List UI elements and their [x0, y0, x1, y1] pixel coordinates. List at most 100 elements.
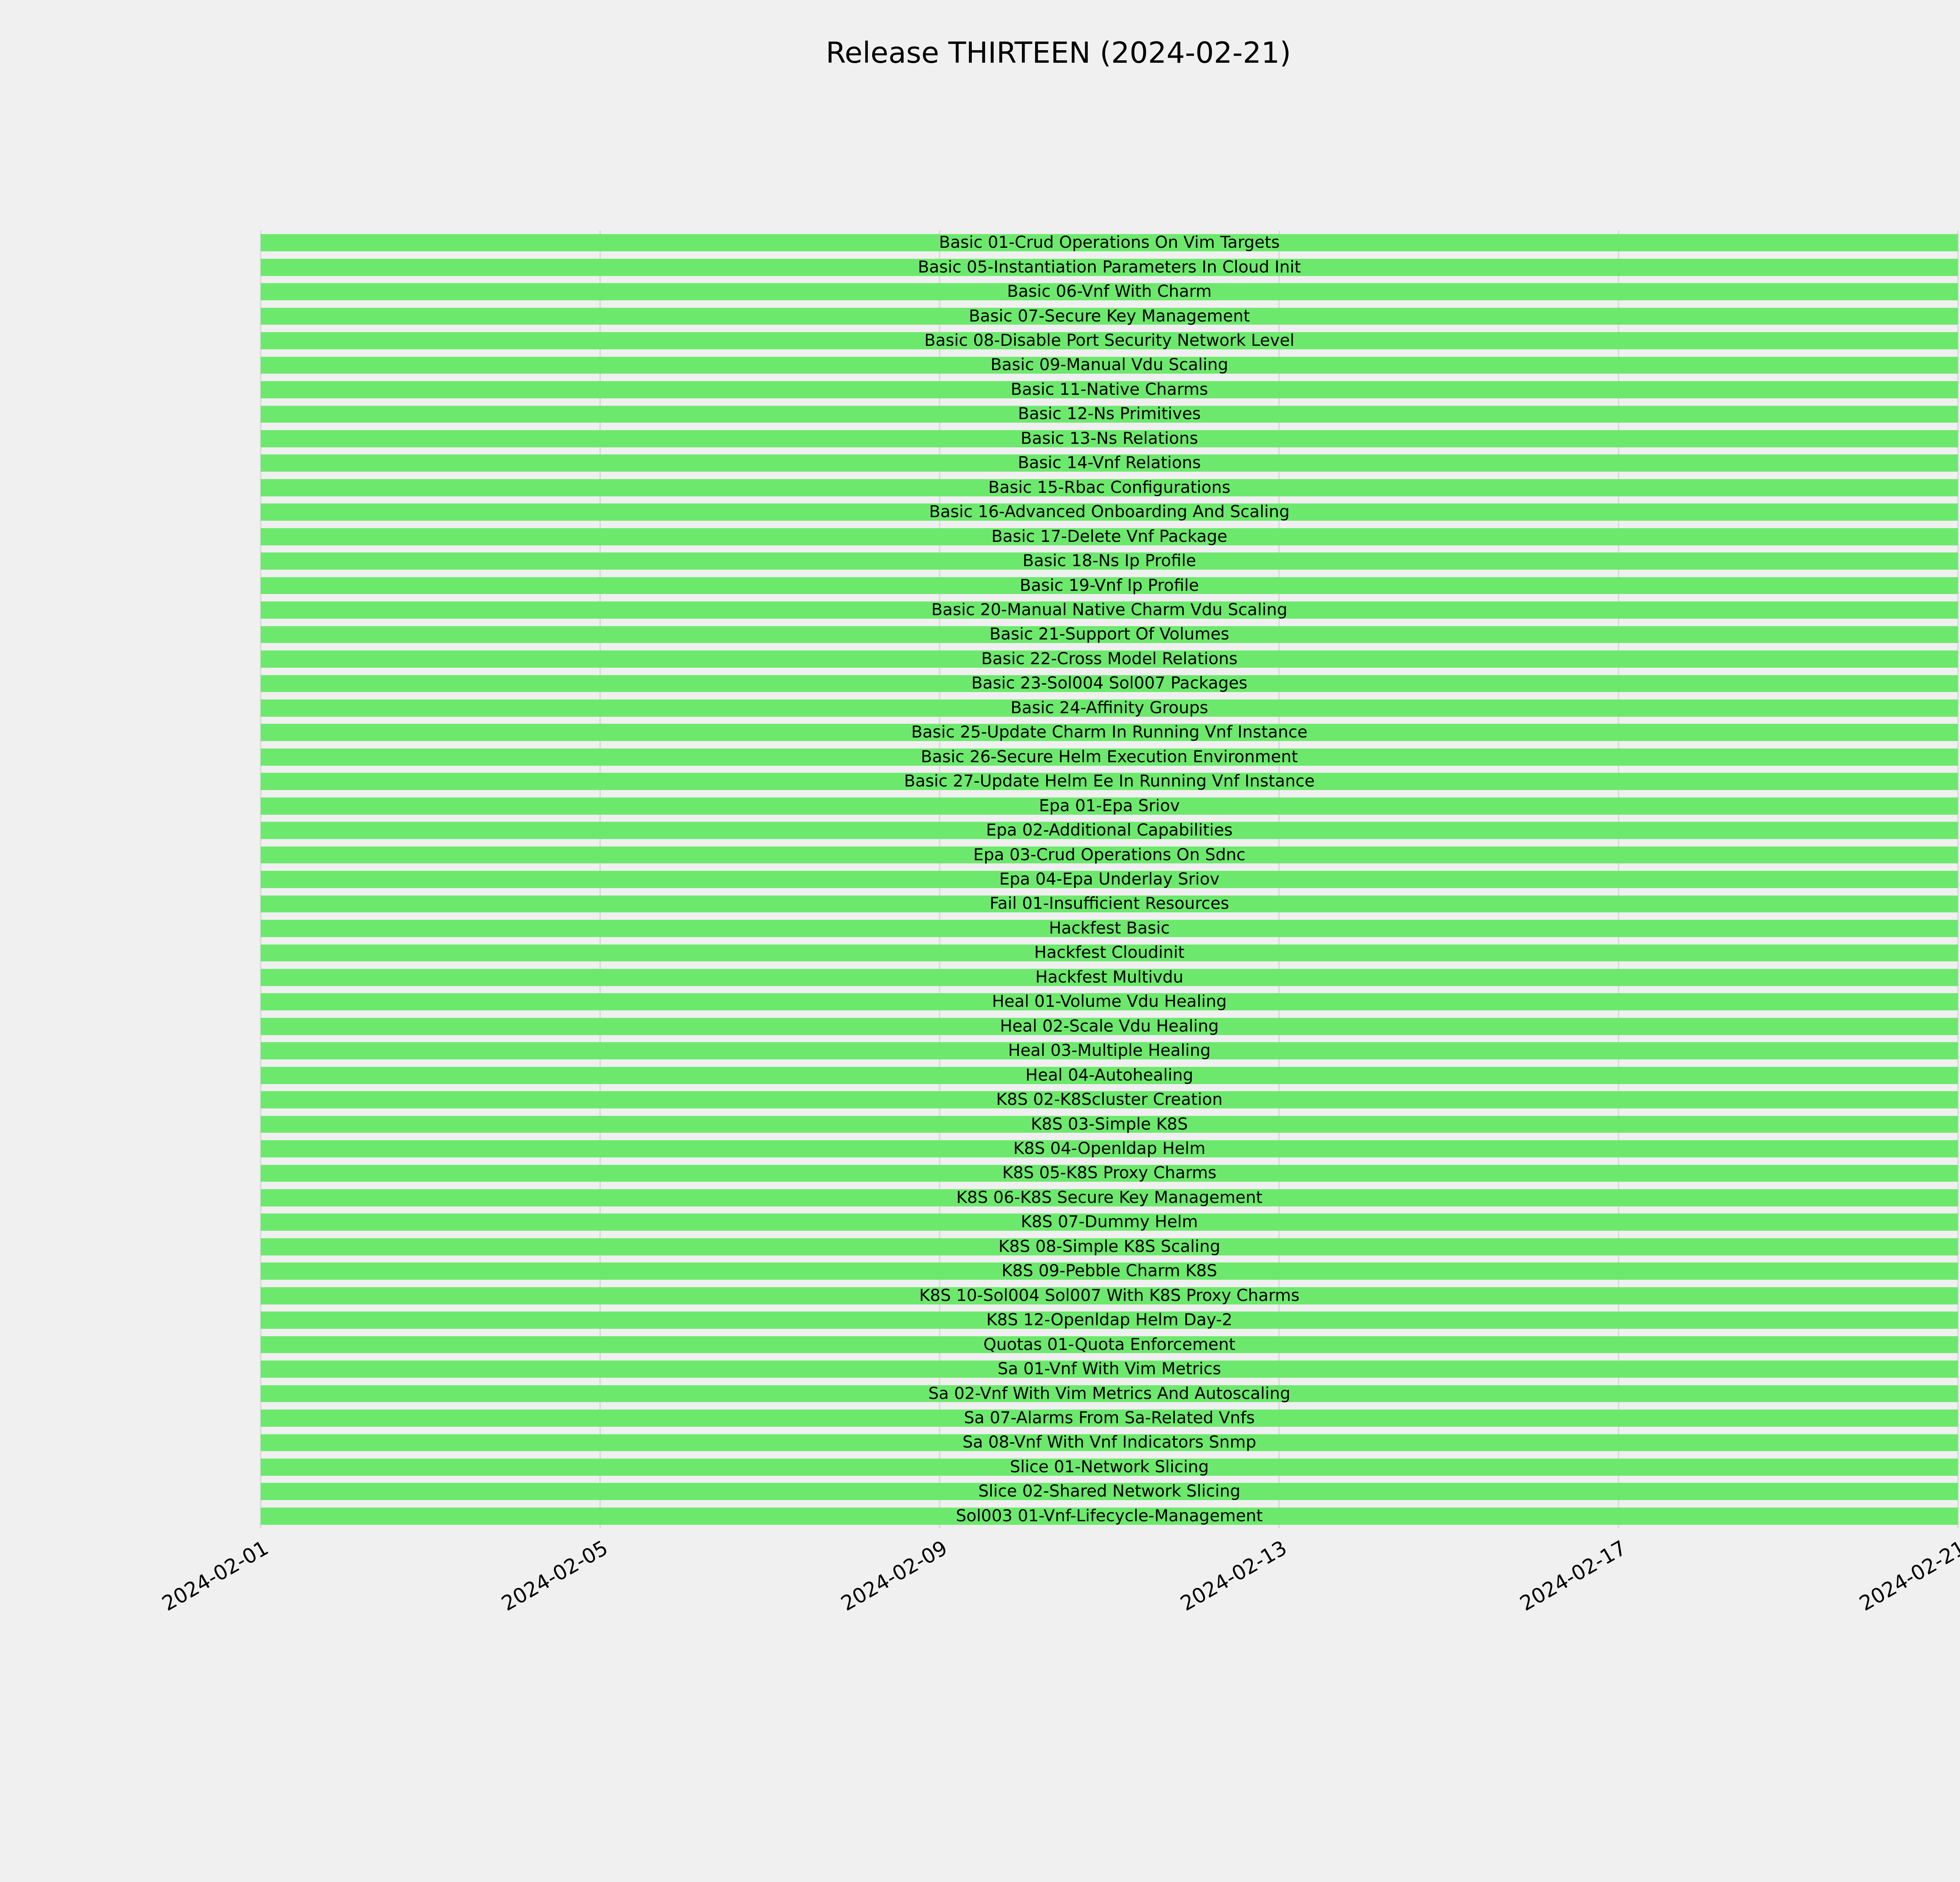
gantt-row: Basic 17-Delete Vnf Package — [261, 524, 1958, 549]
gantt-row: K8S 03-Simple K8S — [261, 1112, 1958, 1136]
task-bar — [261, 797, 1958, 815]
task-label: Basic 27-Update Helm Ee In Running Vnf I… — [904, 771, 1315, 791]
chart-title: Release THIRTEEN (2024-02-21) — [826, 36, 1291, 70]
gantt-row: Basic 16-Advanced Onboarding And Scaling — [261, 500, 1958, 524]
gantt-row: Quotas 01-Quota Enforcement — [261, 1332, 1958, 1357]
x-tick-label: 2024-02-01 — [158, 1536, 272, 1616]
task-bar — [261, 724, 1958, 741]
task-bar — [261, 1459, 1958, 1476]
task-bar — [261, 1410, 1958, 1427]
task-label: Basic 06-Vnf With Charm — [1007, 282, 1212, 301]
task-label: Slice 01-Network Slicing — [1010, 1457, 1209, 1477]
task-bar — [261, 1091, 1958, 1108]
task-label: Basic 17-Delete Vnf Package — [991, 526, 1228, 546]
task-bar — [261, 332, 1958, 349]
gantt-row: Heal 03-Multiple Healing — [261, 1039, 1958, 1063]
task-bar — [261, 234, 1958, 252]
gantt-row: Basic 19-Vnf Ip Profile — [261, 573, 1958, 598]
task-bar — [261, 601, 1958, 619]
gantt-row: Basic 22-Cross Model Relations — [261, 647, 1958, 671]
gantt-row: Epa 04-Epa Underlay Sriov — [261, 867, 1958, 892]
task-bar — [261, 430, 1958, 447]
x-tick-label: 2024-02-13 — [1176, 1536, 1291, 1616]
gantt-row: K8S 07-Dummy Helm — [261, 1210, 1958, 1234]
task-bar — [261, 1483, 1958, 1501]
task-bar — [261, 1066, 1958, 1084]
x-tick-label: 2024-02-09 — [837, 1536, 951, 1616]
task-label: Basic 07-Secure Key Management — [969, 306, 1250, 325]
task-bar — [261, 503, 1958, 521]
task-bar — [261, 479, 1958, 496]
gantt-row: Basic 09-Manual Vdu Scaling — [261, 353, 1958, 377]
task-bar — [261, 920, 1958, 937]
task-label: Basic 01-Crud Operations On Vim Targets — [939, 233, 1280, 252]
x-tick-label: 2024-02-21 — [1855, 1536, 1960, 1616]
task-bar — [261, 626, 1958, 643]
task-label: K8S 04-Openldap Helm — [1013, 1139, 1206, 1158]
task-bar — [261, 1287, 1958, 1304]
gantt-row: Basic 15-Rbac Configurations — [261, 476, 1958, 500]
gantt-row: Slice 02-Shared Network Slicing — [261, 1479, 1958, 1504]
task-bar — [261, 577, 1958, 594]
gantt-row: Basic 06-Vnf With Charm — [261, 280, 1958, 304]
task-bar — [261, 699, 1958, 717]
task-label: Basic 11-Native Charms — [1011, 380, 1208, 399]
task-label: Basic 08-Disable Port Security Network L… — [924, 331, 1295, 350]
task-label: Epa 02-Additional Capabilities — [986, 820, 1233, 840]
task-label: K8S 02-K8Scluster Creation — [996, 1090, 1223, 1109]
task-bar — [261, 1042, 1958, 1060]
task-bar — [261, 773, 1958, 790]
task-label: K8S 06-K8S Secure Key Management — [956, 1188, 1263, 1207]
task-label: Basic 24-Affinity Groups — [1010, 698, 1209, 717]
task-bar — [261, 1361, 1958, 1378]
gantt-row: Fail 01-Insufficient Resources — [261, 892, 1958, 916]
task-label: Hackfest Multivdu — [1035, 967, 1183, 986]
task-label: K8S 03-Simple K8S — [1031, 1114, 1188, 1134]
task-bar — [261, 1140, 1958, 1157]
task-label: K8S 07-Dummy Helm — [1021, 1212, 1198, 1232]
task-label: Epa 01-Epa Sriov — [1039, 796, 1180, 815]
task-label: Epa 03-Crud Operations On Sdnc — [973, 845, 1246, 864]
x-axis: 2024-02-01 2024-02-05 2024-02-09 2024-02-13… — [158, 1530, 1960, 1695]
task-bar — [261, 1115, 1958, 1133]
task-label: K8S 12-Openldap Helm Day-2 — [986, 1310, 1232, 1330]
gantt-row: Basic 18-Ns Ip Profile — [261, 549, 1958, 573]
task-label: Basic 14-Vnf Relations — [1018, 453, 1201, 472]
gantt-row: Heal 01-Volume Vdu Healing — [261, 990, 1958, 1014]
gantt-row: Basic 08-Disable Port Security Network L… — [261, 329, 1958, 353]
task-bar — [261, 1434, 1958, 1451]
task-label: Basic 26-Secure Helm Execution Environme… — [921, 747, 1298, 766]
gantt-row: K8S 12-Openldap Helm Day-2 — [261, 1308, 1958, 1332]
task-bar — [261, 283, 1958, 300]
task-bar — [261, 552, 1958, 570]
task-bar — [261, 993, 1958, 1011]
gantt-row: Hackfest Basic — [261, 916, 1958, 941]
task-label: Hackfest Basic — [1049, 918, 1170, 938]
task-bar-rows: Basic 01-Crud Operations On Vim Targets B… — [261, 231, 1958, 1528]
task-bar — [261, 454, 1958, 472]
task-label: Basic 22-Cross Model Relations — [981, 649, 1238, 669]
gantt-row: K8S 02-K8Scluster Creation — [261, 1088, 1958, 1112]
task-bar — [261, 405, 1958, 423]
gantt-row: Heal 02-Scale Vdu Healing — [261, 1014, 1958, 1039]
gantt-row: K8S 05-K8S Proxy Charms — [261, 1161, 1958, 1185]
gantt-row: Basic 27-Update Helm Ee In Running Vnf I… — [261, 769, 1958, 794]
task-bar — [261, 1312, 1958, 1329]
task-label: Heal 02-Scale Vdu Healing — [1000, 1016, 1219, 1035]
task-bar — [261, 846, 1958, 864]
task-label: Sol003 01-Vnf-Lifecycle-Management — [956, 1506, 1263, 1525]
task-label: Basic 13-Ns Relations — [1020, 429, 1198, 448]
task-bar — [261, 650, 1958, 668]
task-bar — [261, 675, 1958, 692]
task-label: Basic 18-Ns Ip Profile — [1022, 551, 1196, 570]
gantt-row: Heal 04-Autohealing — [261, 1063, 1958, 1087]
gantt-row: K8S 06-K8S Secure Key Management — [261, 1186, 1958, 1210]
task-bar — [261, 528, 1958, 545]
task-label: Sa 01-Vnf With Vim Metrics — [997, 1359, 1221, 1379]
task-bar — [261, 1238, 1958, 1255]
task-label: Heal 01-Volume Vdu Healing — [992, 992, 1227, 1011]
gantt-row: Hackfest Multivdu — [261, 965, 1958, 990]
task-label: Basic 19-Vnf Ip Profile — [1020, 575, 1199, 595]
task-bar — [261, 1164, 1958, 1182]
